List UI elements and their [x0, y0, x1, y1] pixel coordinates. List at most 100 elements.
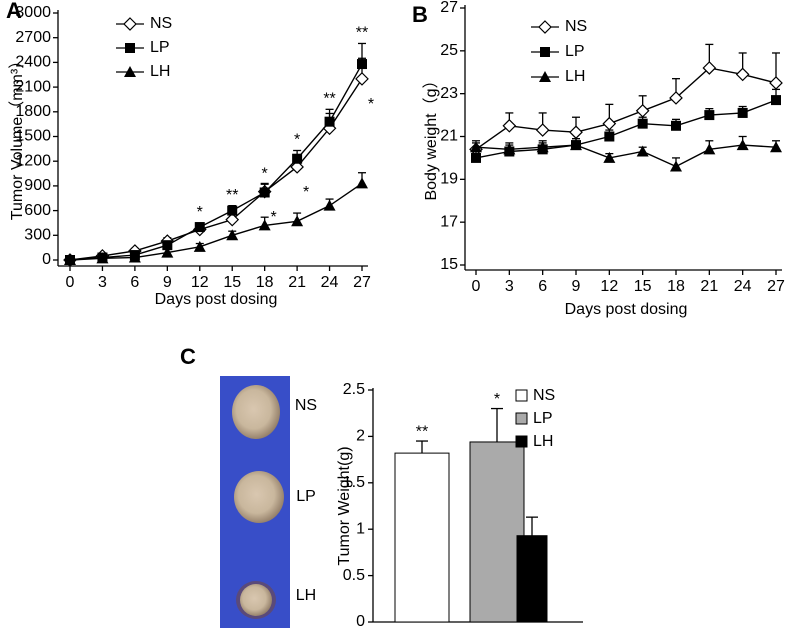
data-point: [669, 91, 683, 105]
x-tick-label: 9: [572, 278, 581, 295]
bar: [394, 452, 450, 623]
legend-label: NS: [533, 387, 555, 404]
legend-swatch: [515, 389, 528, 402]
data-point: [471, 152, 481, 163]
panel-label: C: [180, 344, 196, 369]
data-point: [569, 125, 583, 140]
legend-swatch: [515, 435, 528, 448]
x-tick-label: 24: [321, 274, 339, 291]
x-tick-label: 18: [256, 274, 274, 291]
legend-marker: [539, 71, 551, 82]
y-tick-label: 900: [24, 177, 51, 194]
series-line: [475, 67, 777, 150]
legend-label: LP: [565, 43, 585, 60]
data-point: [670, 160, 682, 172]
y-tick-label: 1.5: [343, 474, 365, 491]
data-point: [324, 116, 335, 127]
data-point: [603, 151, 616, 163]
legend-marker: [538, 20, 552, 34]
data-point: [736, 139, 749, 151]
y-tick-label: 17: [440, 213, 458, 230]
data-point: [735, 67, 750, 82]
legend-label: LH: [565, 68, 585, 85]
data-point: [357, 59, 367, 70]
photo-label: LP: [296, 488, 316, 505]
data-point: [64, 254, 76, 265]
data-point: [704, 110, 715, 121]
data-point: [502, 118, 517, 133]
data-point: [637, 118, 648, 129]
x-tick-label: 15: [223, 274, 241, 291]
y-tick-label: 25: [440, 42, 458, 59]
legend-marker: [540, 47, 550, 57]
x-tick-label: 21: [700, 278, 718, 295]
x-tick-label: 6: [538, 278, 547, 295]
significance-label: *: [294, 132, 300, 149]
x-tick-label: 21: [288, 274, 306, 291]
significance-label: **: [226, 187, 238, 204]
legend-label: NS: [565, 18, 587, 35]
legend-label: NS: [150, 15, 172, 32]
y-tick-label: 0.5: [343, 567, 365, 584]
y-tick-label: 2.5: [343, 381, 365, 398]
data-point: [290, 160, 304, 174]
data-point: [602, 116, 617, 131]
significance-label: *: [271, 209, 277, 226]
photo-label: LH: [296, 587, 316, 604]
data-point: [227, 205, 238, 216]
significance-label: *: [303, 184, 309, 201]
y-tick-label: 1200: [15, 152, 51, 169]
data-point: [161, 246, 174, 258]
x-axis-label: Days post dosing: [565, 301, 688, 318]
y-tick-label: 1500: [15, 128, 51, 145]
data-point: [258, 219, 271, 231]
data-point: [226, 229, 239, 241]
y-tick-label: 2100: [15, 78, 51, 95]
y-tick-label: 2: [356, 428, 365, 445]
panel-label: A: [6, 0, 22, 23]
data-point: [771, 95, 781, 106]
x-tick-label: 27: [767, 278, 785, 295]
data-point: [737, 107, 748, 118]
y-tick-label: 2400: [15, 54, 51, 71]
data-point: [470, 141, 482, 153]
data-point: [259, 187, 270, 198]
y-tick-label: 300: [24, 227, 51, 244]
data-point: [671, 120, 681, 131]
x-tick-label: 3: [505, 278, 514, 295]
y-tick-label: 600: [24, 202, 51, 219]
legend-label: LP: [533, 410, 553, 427]
significance-label: **: [323, 91, 335, 108]
significance-label: **: [356, 25, 368, 42]
x-tick-label: 0: [66, 274, 75, 291]
data-point: [703, 143, 716, 155]
y-tick-label: 2700: [15, 29, 51, 46]
significance-label: *: [368, 96, 374, 113]
x-tick-label: 24: [734, 278, 752, 295]
x-tick-label: 12: [191, 274, 209, 291]
data-point: [356, 177, 368, 189]
data-point: [769, 76, 783, 90]
legend-marker: [125, 43, 135, 53]
tumor-photo: [220, 376, 290, 628]
data-point: [291, 215, 304, 227]
data-point: [503, 143, 516, 155]
series-line: [69, 63, 363, 261]
x-axis-label: Days post dosing: [155, 291, 278, 308]
significance-label: **: [416, 423, 428, 440]
significance-label: *: [262, 165, 268, 182]
legend-marker: [124, 66, 136, 77]
legend-marker: [123, 17, 137, 31]
series-line: [475, 99, 777, 159]
data-point: [535, 123, 550, 137]
y-axis-label: Tumor Weight(g): [336, 446, 353, 565]
y-axis-label: Body weight（g）: [422, 72, 440, 200]
y-tick-label: 27: [440, 0, 458, 16]
x-tick-label: 9: [163, 274, 172, 291]
data-point: [193, 240, 206, 252]
x-tick-label: 6: [130, 274, 139, 291]
data-point: [96, 252, 109, 264]
y-tick-label: 3000: [15, 4, 51, 21]
y-tick-label: 23: [440, 85, 458, 102]
